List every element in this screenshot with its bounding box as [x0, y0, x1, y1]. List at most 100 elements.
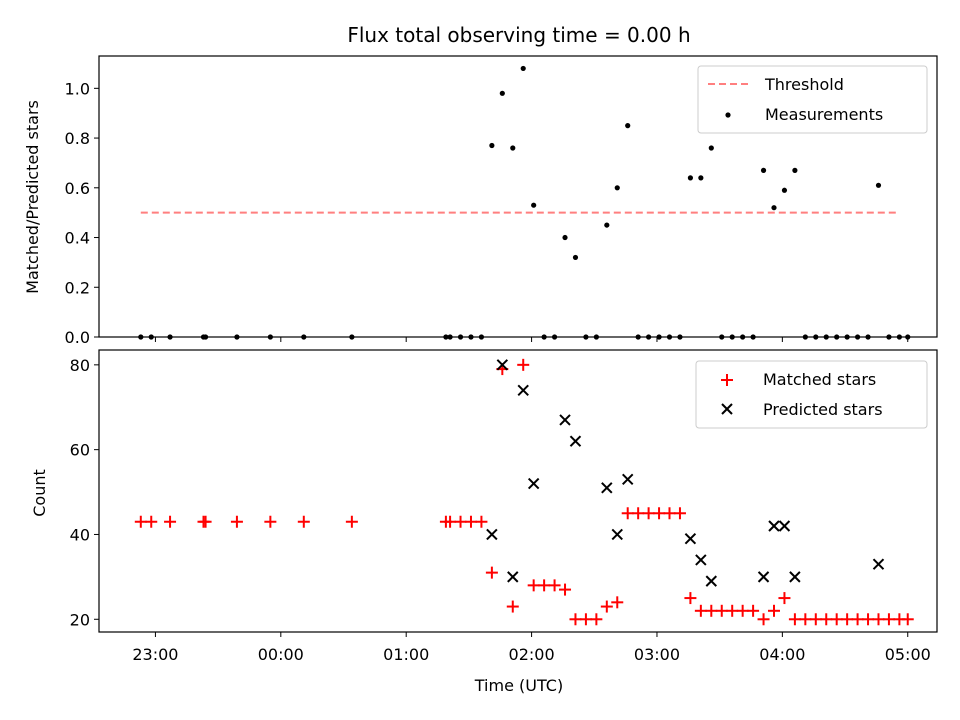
bottom-legend: Matched stars Predicted stars [695, 360, 928, 429]
matched-star-point [464, 515, 477, 528]
matched-star-point [820, 613, 833, 626]
matched-star-point [841, 613, 854, 626]
matched-star-point [590, 613, 603, 626]
matched-star-point [851, 613, 864, 626]
matched-star-point [715, 604, 728, 617]
measurement-point [781, 187, 788, 193]
matched-star-point [642, 507, 655, 520]
legend-predicted-label: Predicted stars [763, 400, 883, 419]
matched-star-point [345, 515, 358, 528]
matched-star-point [538, 579, 551, 592]
bottom-plot-frame [98, 349, 938, 633]
matched-star-point [579, 613, 592, 626]
matched-star-point [684, 592, 697, 605]
top-y-tick-label: 1.0 [65, 79, 90, 98]
x-tick-label: 02:00 [509, 645, 555, 664]
top-legend: Threshold Measurements [697, 65, 928, 134]
x-tick-label: 23:00 [132, 645, 178, 664]
matched-star-point [475, 515, 488, 528]
predicted-star-point [778, 520, 791, 532]
x-tick-label: 00:00 [258, 645, 304, 664]
x-tick-label: 05:00 [885, 645, 931, 664]
top-y-tick-label: 0.0 [65, 328, 90, 347]
predicted-star-point [768, 520, 780, 532]
matched-star-point [747, 604, 760, 617]
predicted-star-point [684, 532, 697, 545]
matched-star-point [653, 507, 666, 520]
matched-star-point [862, 613, 875, 626]
predicted-star-point [507, 571, 519, 583]
measurement-point [531, 202, 537, 208]
matched-star-point [164, 515, 177, 528]
top-y-tick-label: 0.6 [65, 179, 90, 198]
top-y-tick-label: 0.4 [65, 229, 90, 248]
legend-predicted-swatch [721, 403, 733, 415]
measurement-point [604, 222, 610, 228]
predicted-star-point [486, 528, 498, 541]
matched-star-point [145, 515, 158, 528]
matched-star-point [705, 604, 718, 617]
matched-star-point [444, 515, 457, 528]
matched-star-point [694, 604, 707, 617]
bottom-y-tick-label: 60 [70, 441, 90, 460]
legend-measurements-swatch [725, 112, 731, 118]
measurement-point [875, 182, 882, 188]
predicted-star-point [496, 359, 509, 371]
matched-star-point [726, 604, 739, 617]
measurement-point [760, 167, 767, 173]
matched-star-point [901, 613, 914, 626]
legend-threshold-label: Threshold [764, 75, 844, 94]
matched-star-point [454, 515, 467, 528]
measurement-point [489, 142, 495, 149]
measurement-point [792, 167, 798, 173]
top-y-tick-label: 0.2 [65, 278, 90, 297]
matched-star-point [611, 596, 624, 609]
legend-matched-swatch [721, 374, 733, 386]
predicted-star-point [789, 571, 801, 583]
predicted-star-point [569, 435, 582, 447]
top-plot-frame [98, 55, 938, 338]
matched-star-point [264, 515, 277, 528]
predicted-star-point [559, 414, 571, 426]
measurement-point [625, 123, 631, 129]
matched-star-point [199, 515, 212, 528]
measurement-point [499, 90, 505, 96]
matched-star-point [527, 579, 540, 592]
top-y-axis-label: Matched/Predicted stars [23, 100, 42, 294]
x-tick-label: 03:00 [634, 645, 680, 664]
legend-measurements-label: Measurements [765, 105, 883, 124]
matched-star-point [230, 515, 243, 528]
top-y-tick-label: 0.8 [65, 129, 90, 148]
matched-star-point [872, 613, 885, 626]
predicted-star-point [622, 473, 634, 486]
matched-star-point [134, 515, 147, 528]
measurement-point [698, 175, 704, 181]
bottom-legend-box [695, 360, 928, 429]
legend-matched-label: Matched stars [763, 370, 876, 389]
matched-star-point [767, 604, 780, 617]
matched-star-point [600, 600, 613, 613]
predicted-star-point [872, 558, 885, 570]
matched-star-point [621, 507, 634, 520]
matched-star-point [778, 592, 791, 605]
predicted-star-point [695, 554, 707, 566]
measurement-point [771, 205, 777, 211]
matched-star-point [297, 515, 310, 528]
matched-star-point [485, 566, 498, 579]
x-tick-label: 04:00 [759, 645, 805, 664]
matched-star-point [882, 613, 895, 626]
measurement-point [687, 175, 694, 181]
matched-star-point [799, 613, 812, 626]
matched-star-point [673, 507, 686, 520]
predicted-star-point [517, 384, 529, 396]
predicted-star-point [527, 477, 540, 490]
matched-star-point [809, 613, 822, 626]
predicted-star-point [611, 528, 623, 541]
bottom-plot-area: 20 40 60 80 23:00 00:00 01:00 02:00 03:00 04:00 05… [70, 356, 931, 664]
top-legend-box [697, 65, 928, 134]
bottom-y-axis-label: Count [30, 469, 49, 517]
measurement-point [614, 185, 620, 191]
matched-star-point [830, 613, 843, 626]
matched-star-point [632, 507, 645, 520]
